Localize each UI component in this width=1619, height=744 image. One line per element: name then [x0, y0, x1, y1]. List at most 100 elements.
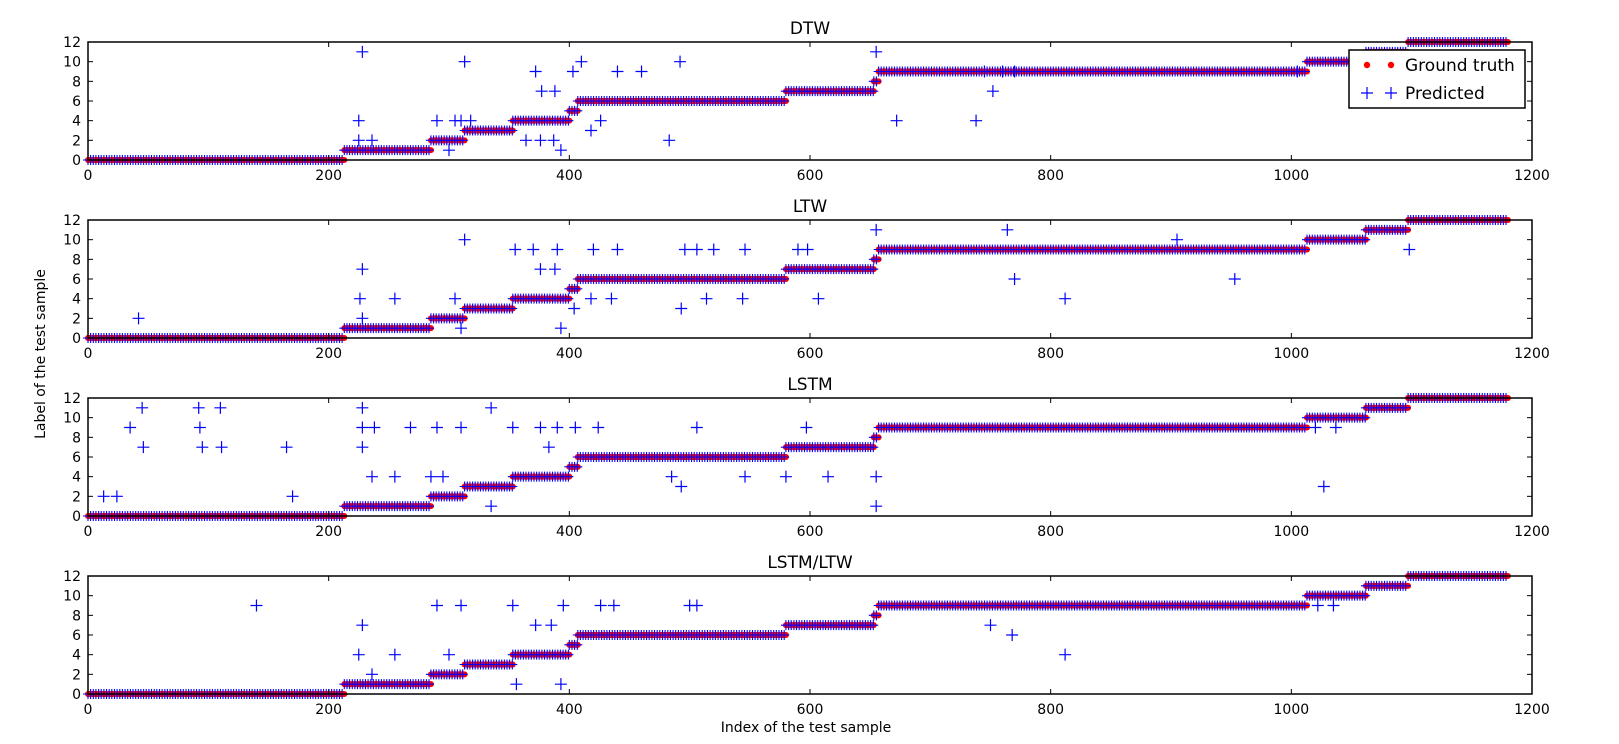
predicted-segment — [1360, 402, 1411, 413]
predicted-point — [455, 599, 468, 612]
x-tick-label: 200 — [315, 346, 342, 362]
x-tick-label: 200 — [315, 702, 342, 718]
predicted-segment — [780, 442, 879, 453]
predicted-segment — [459, 303, 518, 314]
predicted-point — [978, 65, 991, 78]
x-tick-label: 600 — [797, 524, 824, 540]
predicted-point — [569, 421, 582, 434]
y-tick-label: 0 — [72, 687, 81, 703]
predicted-point — [986, 85, 999, 98]
panel-1-title: DTW — [790, 19, 830, 39]
predicted-point — [557, 599, 570, 612]
predicted-segment — [339, 679, 434, 690]
predicted-point — [388, 470, 401, 483]
predicted-point — [1317, 480, 1330, 493]
predicted-point — [592, 421, 605, 434]
predicted-segment — [459, 481, 518, 492]
predicted-point — [587, 243, 600, 256]
legend-ground-truth-label: Ground truth — [1405, 56, 1515, 76]
x-axis-label: Index of the test sample — [721, 720, 892, 736]
y-tick-label: 10 — [63, 55, 81, 71]
legend-frame — [1348, 49, 1526, 109]
predicted-point — [430, 114, 443, 127]
predicted-point — [458, 55, 471, 68]
predicted-point — [812, 292, 825, 305]
predicted-point — [554, 678, 567, 691]
predicted-point — [996, 65, 1009, 78]
x-tick-label: 1200 — [1514, 524, 1550, 540]
x-tick-label: 1000 — [1274, 524, 1310, 540]
predicted-point — [690, 421, 703, 434]
x-tick-label: 200 — [315, 524, 342, 540]
predicted-segment — [507, 649, 574, 660]
predicted-point — [356, 312, 369, 325]
predicted-point — [192, 401, 205, 414]
y-tick-label: 12 — [63, 391, 81, 407]
predicted-point — [510, 678, 523, 691]
predicted-point — [352, 114, 365, 127]
x-tick-label: 1200 — [1514, 168, 1550, 184]
x-tick-label: 800 — [1037, 524, 1064, 540]
predicted-point — [568, 302, 581, 315]
x-tick-label: 0 — [84, 168, 93, 184]
predicted-point — [449, 292, 462, 305]
predicted-point — [551, 421, 564, 434]
predicted-segment — [1360, 580, 1411, 591]
predicted-series — [83, 37, 1511, 165]
predicted-point — [548, 263, 561, 276]
panel-2: LTW 0 200 400 600 800 1000 1200 0 2 4 6 8 10 12 — [63, 197, 1550, 362]
predicted-segment — [564, 461, 583, 472]
predicted-point — [870, 223, 883, 236]
predicted-point — [132, 312, 145, 325]
predicted-point — [547, 134, 560, 147]
predicted-point — [545, 619, 558, 632]
y-tick-label: 4 — [72, 292, 81, 308]
predicted-point — [430, 421, 443, 434]
x-tick-label: 0 — [84, 524, 93, 540]
y-tick-label: 2 — [72, 133, 81, 149]
predicted-point — [542, 441, 555, 454]
predicted-point — [1008, 65, 1021, 78]
predicted-point — [707, 243, 720, 256]
predicted-point — [527, 243, 540, 256]
predicted-point — [674, 55, 687, 68]
predicted-segment — [868, 432, 882, 443]
predicted-segment — [572, 452, 790, 462]
x-tick-label: 1200 — [1514, 702, 1550, 718]
predicted-point — [1059, 648, 1072, 661]
y-tick-label: 8 — [72, 252, 81, 268]
predicted-point — [554, 322, 567, 335]
predicted-series — [83, 571, 1511, 699]
y-tick-label: 2 — [72, 489, 81, 505]
predicted-point — [509, 243, 522, 256]
predicted-point — [404, 421, 417, 434]
x-tick-label: 1000 — [1274, 346, 1310, 362]
predicted-point — [136, 401, 149, 414]
y-tick-label: 10 — [63, 233, 81, 249]
panel-4: LSTM/LTW 0 200 400 600 800 1000 1200 0 2 4 6 8 10 12 — [63, 553, 1550, 718]
x-tick-label: 1000 — [1274, 702, 1310, 718]
y-tick-label: 12 — [63, 213, 81, 229]
predicted-point — [736, 292, 749, 305]
predicted-point — [739, 243, 752, 256]
predicted-point — [356, 45, 369, 58]
predicted-point — [485, 500, 498, 513]
predicted-point — [365, 668, 378, 681]
panel-2-title: LTW — [793, 197, 828, 217]
predicted-point — [1327, 599, 1340, 612]
predicted-point — [534, 134, 547, 147]
predicted-point — [663, 134, 676, 147]
predicted-point — [356, 619, 369, 632]
predicted-point — [455, 421, 468, 434]
predicted-point — [678, 243, 691, 256]
predicted-segment — [873, 66, 1310, 77]
predicted-point — [520, 134, 533, 147]
predicted-point — [584, 292, 597, 305]
predicted-point — [506, 599, 519, 612]
predicted-point — [584, 124, 597, 137]
legend-predicted-marker-2 — [1385, 87, 1397, 99]
y-tick-label: 8 — [72, 74, 81, 90]
predicted-point — [675, 480, 688, 493]
y-tick-label: 2 — [72, 311, 81, 327]
y-tick-label: 8 — [72, 608, 81, 624]
